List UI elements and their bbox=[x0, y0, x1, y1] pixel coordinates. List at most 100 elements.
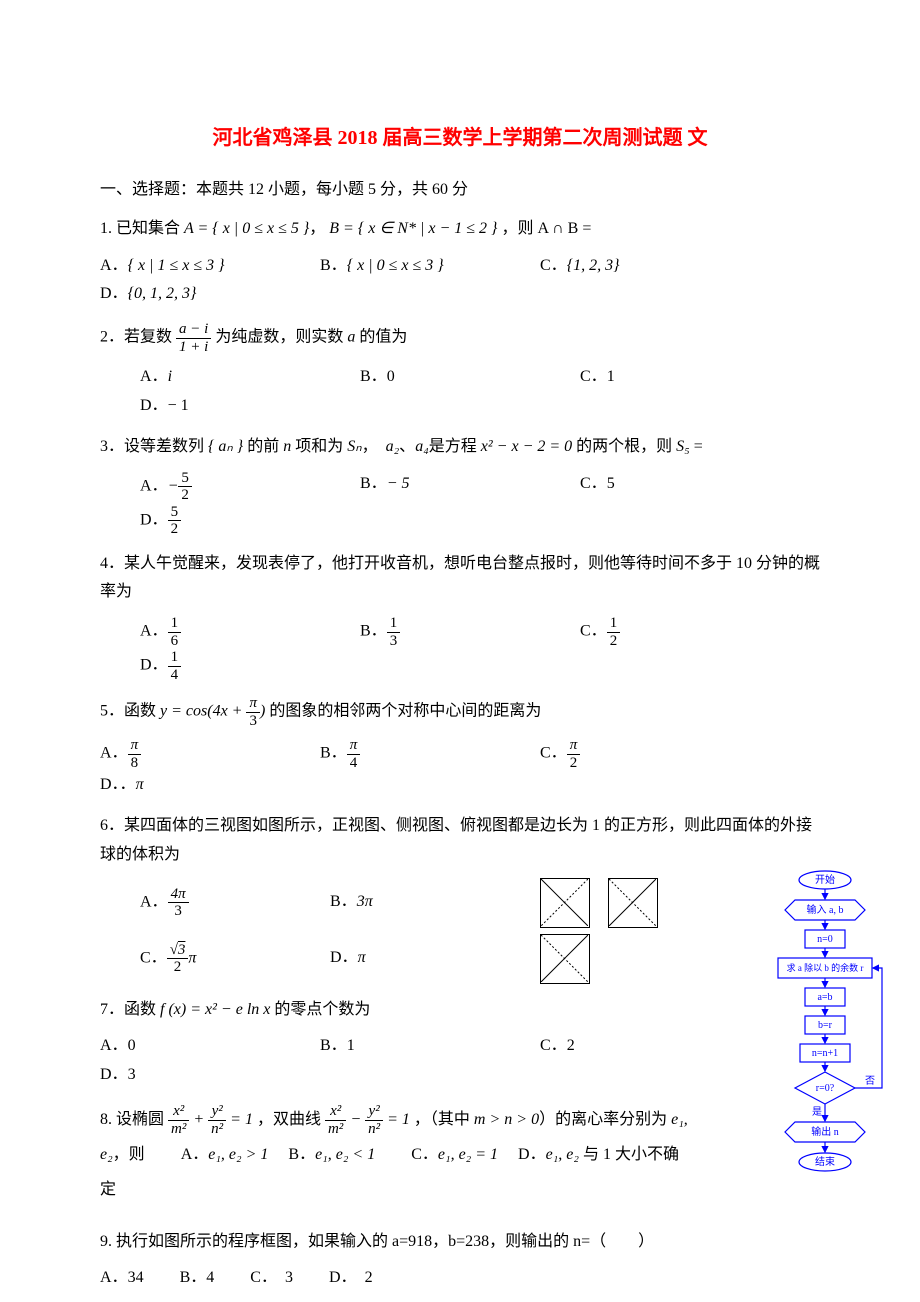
q8-x2b: x² bbox=[325, 1103, 346, 1121]
q5-y: y = cos(4x + bbox=[160, 703, 246, 720]
q8-plus: + bbox=[189, 1111, 208, 1128]
q1-optD: D．{0, 1, 2, 3} bbox=[100, 280, 240, 309]
q3-m2: 项和为 bbox=[291, 438, 347, 455]
fc-yes: 是 bbox=[812, 1106, 822, 1118]
fc-end: 结束 bbox=[815, 1155, 835, 1168]
q7-optA: A．0 bbox=[100, 1032, 280, 1061]
q8-n2a: n² bbox=[208, 1121, 226, 1138]
q7-prefix: 7．函数 bbox=[100, 1001, 160, 1018]
question-8: 8. 设椭圆 x²m² + y²n² = 1 ，双曲线 x²m² − y²n² … bbox=[100, 1102, 820, 1208]
q1-optB: B．{ x | 0 ≤ x ≤ 3 } bbox=[320, 252, 500, 281]
question-5: 5．函数 y = cos(4x + π3) 的图象的相邻两个对称中心间的距离为 … bbox=[100, 695, 820, 800]
q8-optA: A．e₁, e₂ > 1 bbox=[181, 1146, 269, 1163]
q5-den: 3 bbox=[246, 713, 260, 730]
question-6: 6．某四面体的三视图如图所示，正视图、侧视图、俯视图都是边长为 1 的正方形，则… bbox=[100, 812, 820, 984]
question-3: 3．设等差数列 { aₙ } 的前 n 项和为 Sₙ， a₂、a₄是方程 x² … bbox=[100, 433, 820, 538]
q3-eq: x² − x − 2 = 0 bbox=[481, 438, 572, 455]
q3-a4: a₄ bbox=[415, 438, 429, 455]
q6-optB: B．3π bbox=[330, 888, 480, 917]
front-view-icon bbox=[540, 878, 590, 928]
q1-setA: A = { x | 0 ≤ x ≤ 5 } bbox=[184, 220, 309, 237]
q5-pi: π bbox=[246, 695, 260, 713]
q3-suf: = bbox=[690, 438, 703, 455]
q5-optD: D．．π bbox=[100, 771, 240, 800]
top-view-icon bbox=[540, 934, 590, 984]
three-view-row2 bbox=[540, 934, 590, 984]
q7-optD: D．3 bbox=[100, 1061, 240, 1090]
fc-ab: a=b bbox=[817, 992, 832, 1003]
q2-optB: B．0 bbox=[360, 363, 540, 392]
q1-suffix: ，则 A ∩ B = bbox=[501, 220, 591, 237]
page-title: 河北省鸡泽县 2018 届高三数学上学期第二次周测试题 文 bbox=[100, 120, 820, 156]
q9-text: 9. 执行如图所示的程序框图，如果输入的 a=918，b=238，则输出的 n=… bbox=[100, 1228, 690, 1257]
fc-input: 输入 a, b bbox=[807, 903, 844, 916]
q8-m3: ）的离心率分别为 bbox=[539, 1111, 671, 1128]
q3-n: n bbox=[283, 438, 291, 455]
q1-optA: A．{ x | 1 ≤ x ≤ 3 } bbox=[100, 252, 280, 281]
q8-minus: − bbox=[346, 1111, 365, 1128]
q4-text: 4．某人午觉醒来，发现表停了，他打开收音机，想听电台整点报时，则他等待时间不多于… bbox=[100, 550, 820, 608]
question-1: 1. 已知集合 A = { x | 0 ≤ x ≤ 5 }， B = { x ∈… bbox=[100, 215, 820, 309]
q4-optC: C．12 bbox=[580, 615, 740, 649]
q4-optB: B．13 bbox=[360, 615, 540, 649]
q8-y2b: y² bbox=[365, 1103, 383, 1121]
question-4: 4．某人午觉醒来，发现表停了，他打开收音机，想听电台整点报时，则他等待时间不多于… bbox=[100, 550, 820, 684]
q9-optD: D． 2 bbox=[329, 1269, 373, 1286]
fc-n0: n=0 bbox=[817, 934, 833, 945]
q6-text: 6．某四面体的三视图如图所示，正视图、侧视图、俯视图都是边长为 1 的正方形，则… bbox=[100, 812, 820, 870]
question-2: 2．若复数 a − i1 + i 为纯虚数，则实数 a 的值为 A．i B．0 … bbox=[100, 321, 820, 421]
q8-m2b: m² bbox=[325, 1121, 346, 1138]
q8-n2b: n² bbox=[365, 1121, 383, 1138]
q5-suf: 的图象的相邻两个对称中心间的距离为 bbox=[265, 703, 541, 720]
q7-optC: C．2 bbox=[540, 1032, 700, 1061]
q3-prefix: 3．设等差数列 bbox=[100, 438, 208, 455]
q8-prefix: 8. 设椭圆 bbox=[100, 1111, 168, 1128]
q8-eq2: = 1 bbox=[383, 1111, 410, 1128]
question-7: 7．函数 f (x) = x² − e ln x 的零点个数为 A．0 B．1 … bbox=[100, 996, 820, 1090]
q4-optD: D．14 bbox=[140, 649, 280, 683]
q3-S5: S₅ bbox=[676, 438, 690, 455]
q3-optD: D．52 bbox=[140, 504, 280, 538]
q8-x2a: x² bbox=[168, 1103, 189, 1121]
fc-out: 输出 n bbox=[811, 1125, 839, 1138]
q8-m4: ，则 bbox=[113, 1146, 177, 1163]
q8-optB: B．e₁, e₂ < 1 bbox=[288, 1146, 375, 1163]
q8-m2a: m² bbox=[168, 1121, 189, 1138]
q3-m5: 的两个根，则 bbox=[572, 438, 676, 455]
side-view-icon bbox=[608, 878, 658, 928]
fc-no: 否 bbox=[865, 1075, 875, 1087]
fc-start: 开始 bbox=[815, 873, 835, 886]
q1-comma1: ， bbox=[309, 220, 325, 237]
q2-suffix: 的值为 bbox=[359, 329, 407, 346]
q3-m4: 是方程 bbox=[429, 438, 481, 455]
q2-var: a bbox=[347, 329, 355, 346]
q3-optC: C．5 bbox=[580, 470, 740, 504]
q7-optB: B．1 bbox=[320, 1032, 500, 1061]
q2-optA: A．i bbox=[140, 363, 320, 392]
q1-setB: B = { x ∈ N* | x − 1 ≤ 2 } bbox=[329, 220, 497, 237]
q5-optC: C．π2 bbox=[540, 737, 700, 771]
q2-optC: C．1 bbox=[580, 363, 740, 392]
q5-optB: B．π4 bbox=[320, 737, 500, 771]
q3-optB: B．− 5 bbox=[360, 470, 540, 504]
q2-prefix: 2．若复数 bbox=[100, 329, 176, 346]
q1-optC: C．{1, 2, 3} bbox=[540, 252, 700, 281]
q8-m1: ，双曲线 bbox=[257, 1111, 325, 1128]
fc-step: 求 a 除以 b 的余数 r bbox=[787, 962, 864, 973]
q8-y2a: y² bbox=[208, 1103, 226, 1121]
three-view-row1 bbox=[540, 878, 658, 928]
q8-cond: m > n > 0 bbox=[474, 1111, 539, 1128]
q3-dot: 、 bbox=[399, 438, 415, 455]
q4-optA: A．16 bbox=[140, 615, 320, 649]
q6-optD: D．π bbox=[330, 944, 480, 973]
flowchart-diagram: 开始 输入 a, b n=0 求 a 除以 b 的余数 r a=b b=r n=… bbox=[770, 870, 900, 1241]
q5-prefix: 5．函数 bbox=[100, 703, 160, 720]
section-header: 一、选择题：本题共 12 小题，每小题 5 分，共 60 分 bbox=[100, 176, 820, 205]
q3-seq: { aₙ } bbox=[208, 438, 243, 455]
q7-fx: f (x) = x² − e ln x bbox=[160, 1001, 270, 1018]
q6-optA: A．4π3 bbox=[140, 886, 290, 920]
q3-optA: A．−52 bbox=[140, 470, 320, 504]
q9-optB: B．4 bbox=[180, 1269, 215, 1286]
q3-Sn: Sₙ bbox=[347, 438, 361, 455]
q2-frac: a − i1 + i bbox=[176, 321, 211, 355]
